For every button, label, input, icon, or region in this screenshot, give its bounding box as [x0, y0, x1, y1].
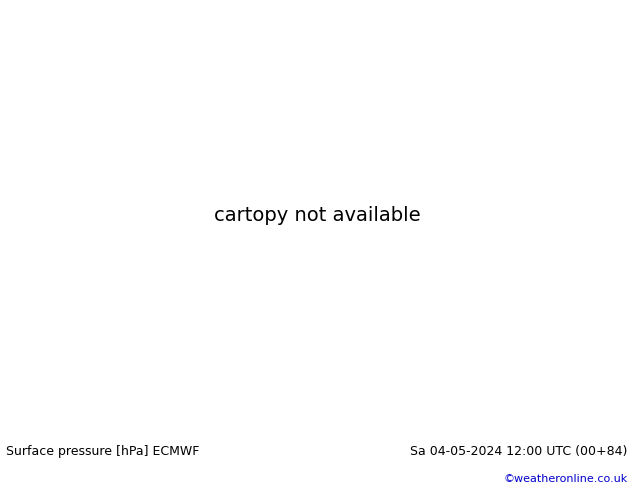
Text: Sa 04-05-2024 12:00 UTC (00+84): Sa 04-05-2024 12:00 UTC (00+84) [410, 445, 628, 458]
Text: Surface pressure [hPa] ECMWF: Surface pressure [hPa] ECMWF [6, 445, 200, 458]
Text: cartopy not available: cartopy not available [214, 206, 420, 225]
Text: ©weatheronline.co.uk: ©weatheronline.co.uk [503, 474, 628, 485]
